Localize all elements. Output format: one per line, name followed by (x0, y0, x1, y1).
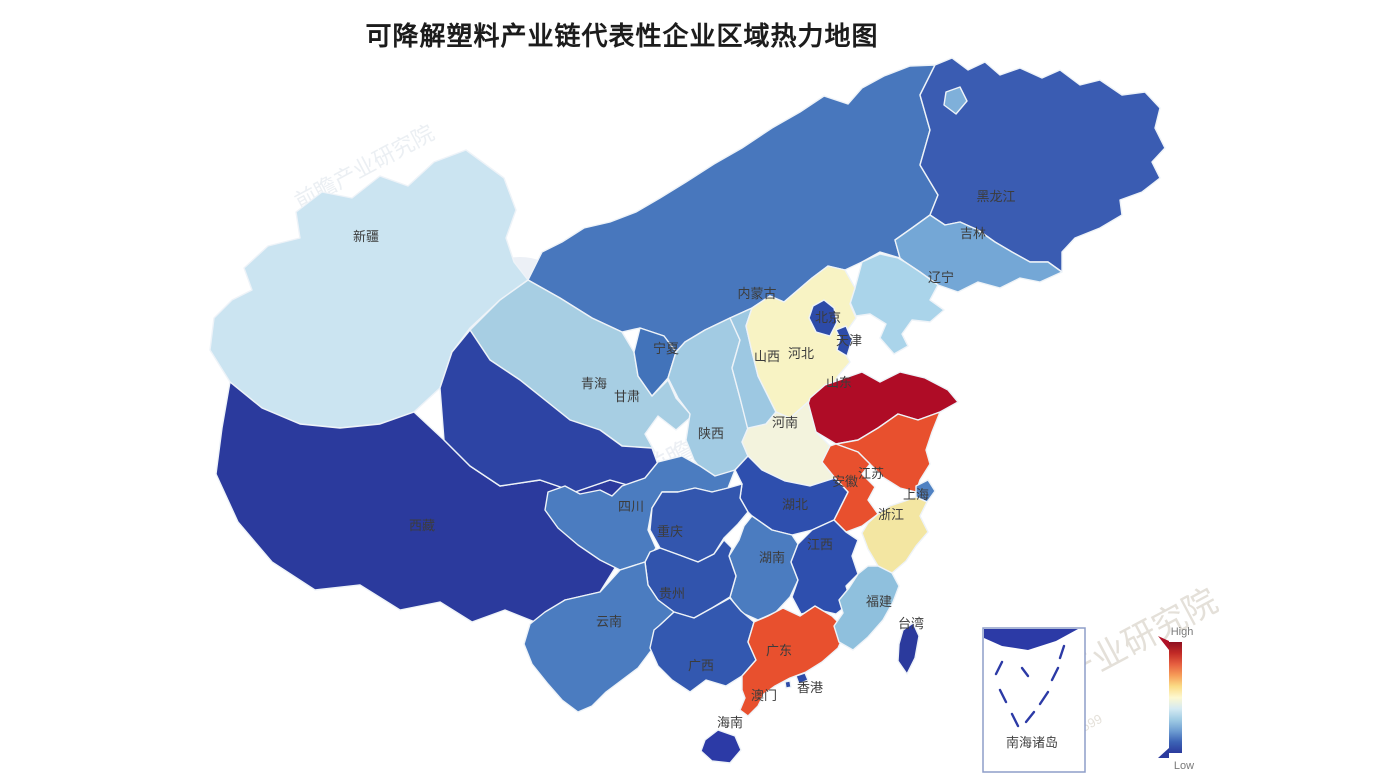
legend-high-marker (1158, 636, 1169, 650)
inset-label: 南海诸岛 (1006, 735, 1058, 750)
province-label-hainan: 海南 (717, 715, 743, 730)
province-tianjin[interactable] (835, 325, 853, 357)
province-ningxia[interactable] (633, 327, 677, 397)
province-yunnan[interactable] (523, 561, 675, 713)
province-zhejiang[interactable] (861, 496, 929, 574)
province-hongkong[interactable] (795, 672, 809, 685)
province-guangdong[interactable] (739, 605, 847, 717)
province-macau[interactable] (784, 680, 792, 689)
province-taiwan[interactable] (897, 622, 920, 675)
legend-low-label: Low (1174, 760, 1194, 772)
nine-dash-line (994, 644, 1066, 728)
inset-coast-shape (984, 629, 1078, 650)
province-guangxi[interactable] (649, 597, 757, 693)
south-china-sea-inset: 南海诸岛 (982, 627, 1086, 773)
legend-high-label: High (1171, 626, 1194, 638)
province-fujian[interactable] (833, 565, 900, 651)
legend-colorbar (1169, 642, 1182, 753)
heat-legend: High Low (1158, 626, 1194, 772)
chart-title: 可降解塑料产业链代表性企业区域热力地图 (365, 21, 879, 51)
province-sichuan[interactable] (544, 455, 736, 571)
provinces-layer (209, 57, 1166, 764)
province-beijing[interactable] (808, 299, 838, 337)
map-enclave (943, 86, 968, 115)
legend-low-marker (1158, 748, 1169, 758)
province-shanghai[interactable] (915, 479, 936, 503)
province-jiangsu[interactable] (835, 411, 941, 493)
province-liaoning[interactable] (849, 253, 945, 355)
inset-frame (982, 627, 1086, 773)
province-hainan[interactable] (700, 729, 742, 764)
